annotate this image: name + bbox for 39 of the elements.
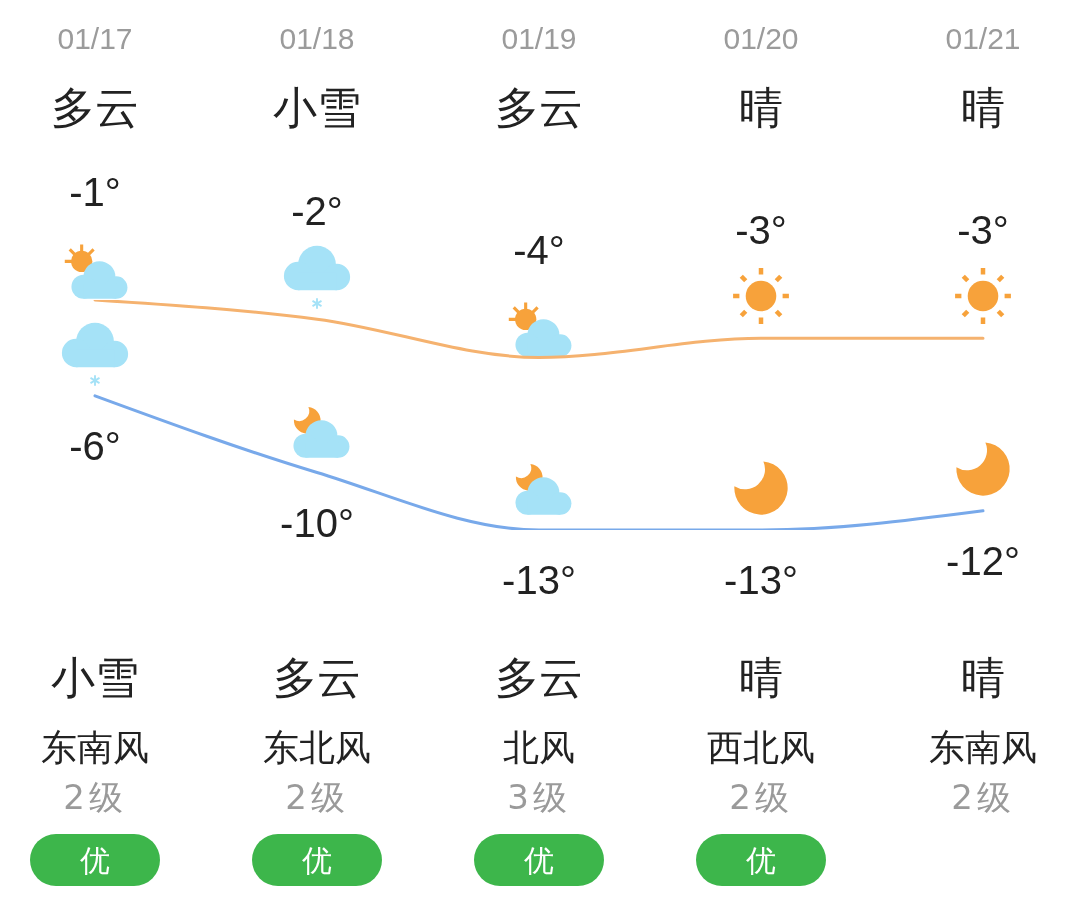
- text: 多云: [495, 81, 583, 133]
- data-label: -13°: [724, 558, 798, 602]
- pill-badge: 优: [252, 834, 382, 886]
- text: 2级: [63, 777, 127, 818]
- text: 晴: [739, 81, 783, 133]
- x-tick-label: 01/20: [723, 21, 799, 55]
- data-label: -4°: [513, 227, 565, 272]
- x-tick-label: 01/21: [945, 21, 1021, 55]
- x-tick-label: 01/18: [279, 21, 355, 55]
- pill-badge: 优: [30, 834, 160, 886]
- x-tick-label: 01/17: [57, 21, 133, 55]
- data-label: -3°: [957, 208, 1009, 253]
- pill-badge: 优: [696, 834, 826, 886]
- data-label: -10°: [280, 500, 354, 545]
- text: 2级: [285, 777, 349, 818]
- text: 3级: [507, 777, 571, 818]
- text: 2级: [729, 777, 793, 818]
- text: 多云: [495, 651, 583, 703]
- text: 晴: [961, 81, 1005, 133]
- data-label: -13°: [502, 558, 576, 602]
- data-label: -6°: [69, 423, 121, 468]
- data-label: -1°: [69, 170, 121, 214]
- data-label: -12°: [946, 538, 1020, 583]
- pill-badge: 优: [474, 834, 604, 886]
- text: 西北风: [707, 727, 815, 769]
- text: 多云: [273, 651, 361, 703]
- text: 晴: [961, 651, 1005, 703]
- x-tick-label: 01/19: [501, 21, 577, 55]
- text: 小雪: [51, 651, 139, 703]
- text: 2级: [951, 777, 1015, 818]
- text: 东北风: [263, 727, 371, 769]
- text: 晴: [739, 651, 783, 703]
- text: 东南风: [41, 727, 149, 769]
- text: 多云: [51, 81, 139, 133]
- text: 北风: [503, 727, 575, 769]
- text: 小雪: [273, 81, 361, 133]
- data-label: -3°: [735, 208, 787, 253]
- data-label: -2°: [291, 189, 343, 234]
- text: 东南风: [929, 727, 1037, 769]
